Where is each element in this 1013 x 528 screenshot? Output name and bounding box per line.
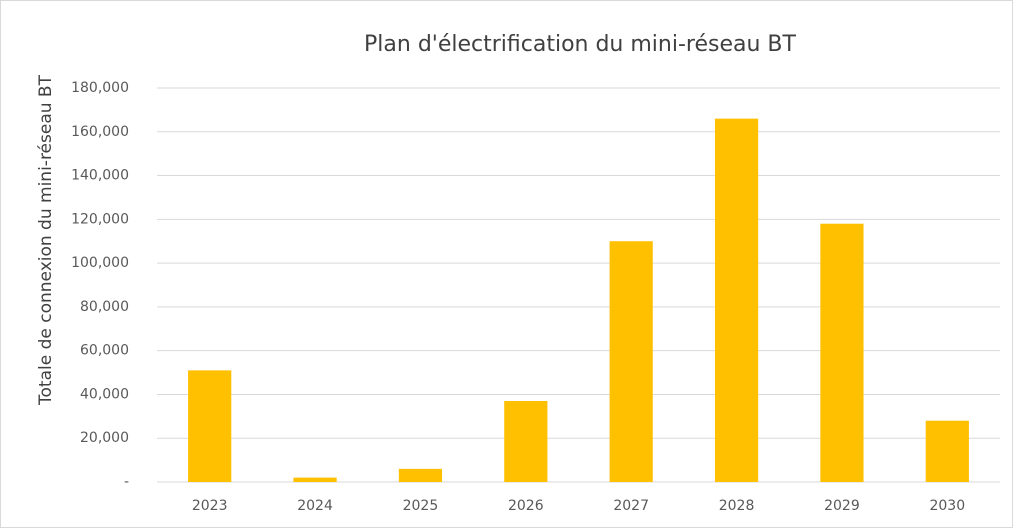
y-tick-label: 140,000 xyxy=(71,168,129,184)
bar xyxy=(398,468,443,482)
y-tick-label: 160,000 xyxy=(71,124,129,140)
y-tick-label: 120,000 xyxy=(71,211,129,227)
y-tick-label: 100,000 xyxy=(71,255,129,271)
bar xyxy=(714,118,759,483)
y-tick-label: 180,000 xyxy=(71,80,129,96)
x-tick-label: 2023 xyxy=(192,498,228,514)
bar xyxy=(609,241,653,482)
y-tick-label: - xyxy=(124,474,129,490)
x-tick-label: 2026 xyxy=(508,498,544,514)
y-tick-label: 80,000 xyxy=(80,299,129,315)
x-tick-label: 2028 xyxy=(719,498,755,514)
bar xyxy=(188,370,232,482)
x-tick-label: 2025 xyxy=(403,498,439,514)
x-tick-label: 2029 xyxy=(824,498,860,514)
x-tick-label: 2027 xyxy=(613,498,649,514)
chart-title: Plan d'électrification du mini-réseau BT xyxy=(364,32,796,57)
x-tick-label: 2030 xyxy=(929,498,965,514)
y-axis-label: Totale de connexion du mini-réseau BT xyxy=(36,74,56,406)
bar xyxy=(925,420,969,482)
bar xyxy=(293,477,337,482)
bar xyxy=(504,401,548,482)
y-tick-label: 60,000 xyxy=(80,343,129,359)
y-tick-label: 40,000 xyxy=(80,386,129,402)
y-tick-label: 20,000 xyxy=(80,430,129,446)
x-tick-label: 2024 xyxy=(297,498,333,514)
bar xyxy=(820,223,864,482)
